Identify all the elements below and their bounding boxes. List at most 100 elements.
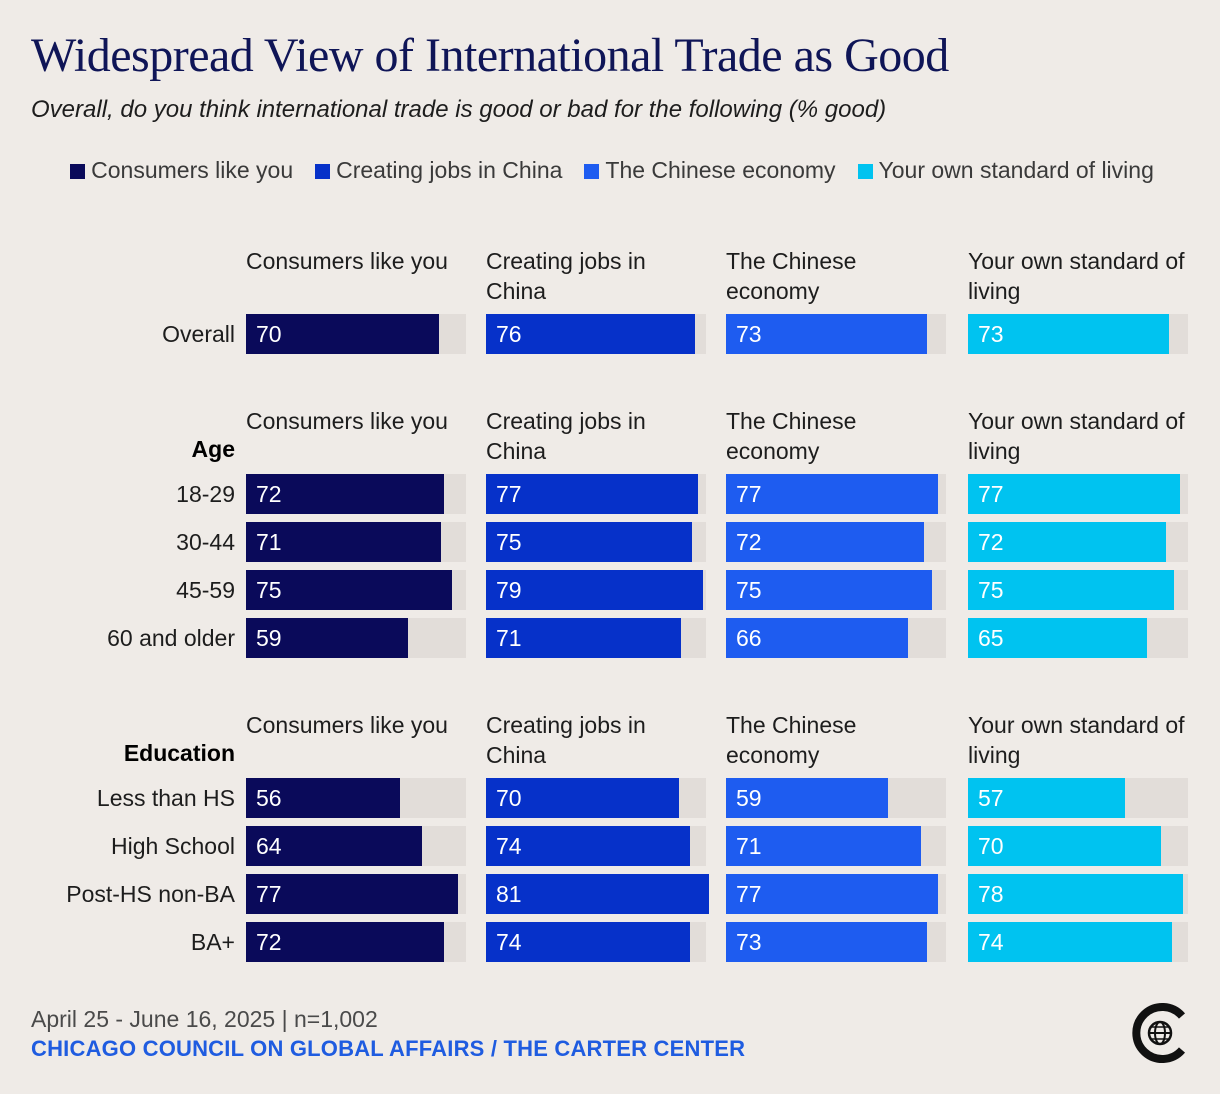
bar-value-label: 72 xyxy=(978,529,1004,555)
legend-label: Your own standard of living xyxy=(878,157,1154,183)
bar-track: 77 xyxy=(726,474,946,514)
legend-item: Your own standard of living xyxy=(857,152,1154,188)
bar xyxy=(486,474,698,514)
bar-value-label: 72 xyxy=(256,481,282,507)
bar-value-label: 64 xyxy=(256,833,282,859)
bar xyxy=(726,778,888,818)
legend-label: The Chinese economy xyxy=(605,157,836,183)
legend-swatch xyxy=(584,164,600,179)
bar-track: 57 xyxy=(968,778,1188,818)
bar xyxy=(968,570,1174,610)
legend-swatch xyxy=(70,164,86,179)
bar-track: 72 xyxy=(246,474,466,514)
column-header: Your own standard of living xyxy=(968,712,1185,768)
bar-track: 73 xyxy=(726,922,946,962)
bar xyxy=(726,570,932,610)
bar-value-label: 72 xyxy=(256,929,282,955)
bar-value-label: 57 xyxy=(978,785,1004,811)
bar xyxy=(486,922,690,962)
bar-value-label: 70 xyxy=(496,785,522,811)
bar xyxy=(486,826,690,866)
row-label: Overall xyxy=(162,321,235,347)
bar-value-label: 77 xyxy=(496,481,522,507)
column-header: Creating jobs in China xyxy=(486,248,646,304)
bar-track: 73 xyxy=(726,314,946,354)
bar-value-label: 72 xyxy=(736,529,762,555)
bar-track: 72 xyxy=(968,522,1188,562)
bar-value-label: 73 xyxy=(736,929,762,955)
bar-value-label: 59 xyxy=(736,785,762,811)
group-label: Age xyxy=(191,436,235,462)
bar xyxy=(968,314,1169,354)
legend-swatch xyxy=(857,164,873,179)
bar xyxy=(726,874,938,914)
survey-dates: April 25 - June 16, 2025 | n=1,002 xyxy=(31,1006,378,1032)
bar xyxy=(968,778,1125,818)
bar xyxy=(246,474,444,514)
bar-value-label: 65 xyxy=(978,625,1004,651)
bar-value-label: 79 xyxy=(496,577,522,603)
bar-track: 77 xyxy=(246,874,466,914)
bar-track: 59 xyxy=(726,778,946,818)
bar-track: 75 xyxy=(246,570,466,610)
group-label: Education xyxy=(123,740,235,766)
column-header: Creating jobs in China xyxy=(486,408,646,464)
bar-track: 74 xyxy=(486,922,706,962)
bar-track: 81 xyxy=(486,874,709,914)
bar xyxy=(726,474,938,514)
bar-track: 72 xyxy=(246,922,466,962)
bar-value-label: 74 xyxy=(978,929,1004,955)
row-label: 60 and older xyxy=(107,625,235,651)
row-label: Post-HS non-BA xyxy=(66,881,235,907)
bar-track: 74 xyxy=(486,826,706,866)
bar-value-label: 56 xyxy=(256,785,282,811)
legend-swatch xyxy=(315,164,331,179)
column-header: Consumers like you xyxy=(246,712,448,738)
bar xyxy=(968,474,1180,514)
bar xyxy=(968,618,1147,658)
bar xyxy=(246,522,441,562)
legend-item: Creating jobs in China xyxy=(315,152,562,188)
bar xyxy=(246,826,422,866)
bar-track: 72 xyxy=(726,522,946,562)
column-header: The Chinese economy xyxy=(726,408,857,464)
bar-track: 71 xyxy=(486,618,706,658)
bar-track: 56 xyxy=(246,778,466,818)
bar-value-label: 81 xyxy=(496,881,522,907)
legend: Consumers like you Creating jobs in China… xyxy=(31,152,1193,188)
legend-item: The Chinese economy xyxy=(584,152,836,188)
bar-value-label: 74 xyxy=(496,929,522,955)
legend-label: Creating jobs in China xyxy=(336,157,563,183)
row-label: Less than HS xyxy=(96,785,235,811)
column-header: Consumers like you xyxy=(246,248,448,274)
column-header: Your own standard of living xyxy=(968,248,1185,304)
bar xyxy=(968,522,1166,562)
bar-value-label: 66 xyxy=(736,625,762,651)
chart-title: Widespread View of International Trade a… xyxy=(31,29,949,82)
bar-value-label: 77 xyxy=(736,881,762,907)
legend-label: Consumers like you xyxy=(91,157,294,183)
chart-subtitle: Overall, do you think international trad… xyxy=(31,96,887,123)
bar-value-label: 71 xyxy=(256,529,282,555)
bar-track: 71 xyxy=(246,522,466,562)
bar xyxy=(486,314,695,354)
bar-track: 77 xyxy=(486,474,706,514)
bar-track: 74 xyxy=(968,922,1188,962)
bar-track: 75 xyxy=(968,570,1188,610)
row-label: 18-29 xyxy=(176,481,235,507)
bar-track: 65 xyxy=(968,618,1188,658)
bar xyxy=(246,874,458,914)
bar-value-label: 71 xyxy=(736,833,762,859)
column-header: Consumers like you xyxy=(246,408,448,434)
bar-value-label: 77 xyxy=(978,481,1004,507)
bar xyxy=(486,618,681,658)
legend-item: Consumers like you xyxy=(70,152,293,188)
bar-track: 77 xyxy=(726,874,946,914)
bar-track: 77 xyxy=(968,474,1188,514)
row-label: High School xyxy=(110,833,235,859)
bar-value-label: 71 xyxy=(496,625,522,651)
bar xyxy=(726,826,921,866)
bar-track: 75 xyxy=(726,570,946,610)
bar xyxy=(486,570,703,610)
bar-value-label: 59 xyxy=(256,625,282,651)
